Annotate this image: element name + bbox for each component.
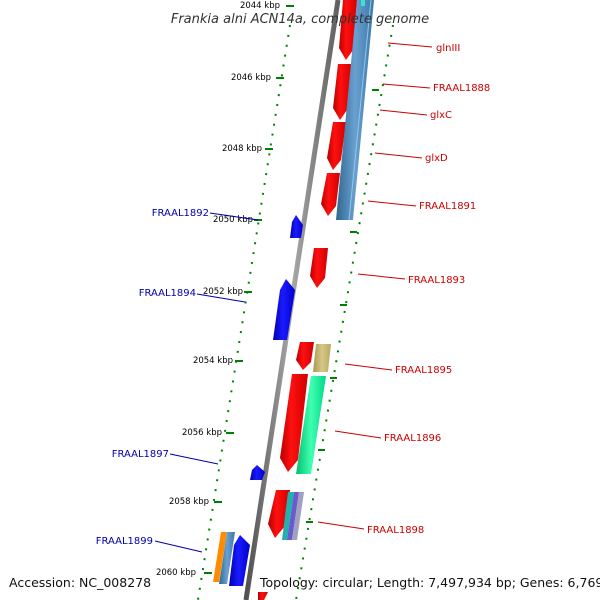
- cds-orange-strip[interactable]: [213, 532, 227, 582]
- reverse-labels: FRAAL1892 FRAAL1894 FRAAL1897 FRAAL1899: [96, 208, 209, 547]
- forward-strand-guide: [295, 24, 394, 600]
- label-FRAAL1896[interactable]: FRAAL1896: [384, 433, 441, 444]
- gene-glnIII[interactable]: [339, 0, 357, 60]
- tick-label: 2052 kbp: [203, 287, 243, 297]
- cds-highlight: [348, 0, 372, 221]
- gene-FRAAL1894[interactable]: [273, 279, 295, 340]
- gene-FRAAL1893[interactable]: [310, 248, 328, 288]
- tick-label: 2058 kbp: [169, 497, 209, 507]
- gene-FRAAL1896[interactable]: [280, 374, 308, 472]
- cds-green-block[interactable]: [296, 376, 326, 474]
- gene-FRAAL1897[interactable]: [250, 465, 265, 480]
- reverse-genes: [213, 215, 303, 586]
- map-title: Frankia alni ACN14a, complete genome: [171, 12, 429, 27]
- tick-label: 2044 kbp: [240, 1, 280, 11]
- label-glxC[interactable]: glxC: [430, 110, 452, 121]
- cds-blue-block[interactable]: [336, 0, 374, 220]
- tick-label: 2060 kbp: [156, 568, 196, 578]
- accession-text: Accession: NC_008278: [9, 575, 151, 590]
- cds-khaki-block[interactable]: [313, 344, 331, 372]
- label-FRAAL1894[interactable]: FRAAL1894: [139, 288, 196, 299]
- label-glnIII[interactable]: glnIII: [436, 43, 460, 54]
- label-FRAAL1897[interactable]: FRAAL1897: [112, 449, 169, 460]
- forward-labels: glnIII FRAAL1888 glxC glxD FRAAL1891 FRA…: [367, 43, 490, 536]
- gene-FRAAL1899[interactable]: [229, 535, 250, 586]
- tick-labels: 2044 kbp 2046 kbp 2048 kbp 2050 kbp 2052…: [156, 1, 280, 578]
- tick-label: 2054 kbp: [193, 356, 233, 366]
- cds-steel-strip[interactable]: [219, 532, 235, 584]
- tick-label: 2050 kbp: [213, 215, 253, 225]
- gene-glxD[interactable]: [321, 173, 340, 216]
- label-glxD[interactable]: glxD: [425, 153, 448, 164]
- label-FRAAL1898[interactable]: FRAAL1898: [367, 525, 424, 536]
- reverse-leaders: [154, 212, 259, 553]
- gene-FRAAL1892[interactable]: [290, 215, 303, 238]
- reverse-strand-guide: [197, 24, 291, 600]
- forward-cds: [282, 0, 374, 540]
- gene-glxC[interactable]: [327, 122, 346, 170]
- cds-grey-strip[interactable]: [292, 492, 304, 540]
- label-FRAAL1899[interactable]: FRAAL1899: [96, 536, 153, 547]
- label-FRAAL1895[interactable]: FRAAL1895: [395, 365, 452, 376]
- label-FRAAL1888[interactable]: FRAAL1888: [433, 83, 490, 94]
- gene-fragment[interactable]: [258, 592, 268, 600]
- tick-label: 2046 kbp: [231, 73, 271, 83]
- cds-teal-strip[interactable]: [282, 492, 294, 540]
- gene-FRAAL1895[interactable]: [296, 342, 314, 370]
- label-FRAAL1892[interactable]: FRAAL1892: [152, 208, 209, 219]
- topology-text: Topology: circular; Length: 7,497,934 bp…: [259, 575, 600, 590]
- forward-genes: [258, 0, 357, 600]
- forward-leaders: [317, 42, 433, 530]
- guide-lines: [197, 24, 394, 600]
- label-FRAAL1893[interactable]: FRAAL1893: [408, 275, 465, 286]
- cds-cyan-marker: [361, 0, 365, 6]
- tick-label: 2048 kbp: [222, 144, 262, 154]
- cds-purple-strip[interactable]: [287, 492, 299, 540]
- label-FRAAL1891[interactable]: FRAAL1891: [419, 201, 476, 212]
- tick-label: 2056 kbp: [182, 428, 222, 438]
